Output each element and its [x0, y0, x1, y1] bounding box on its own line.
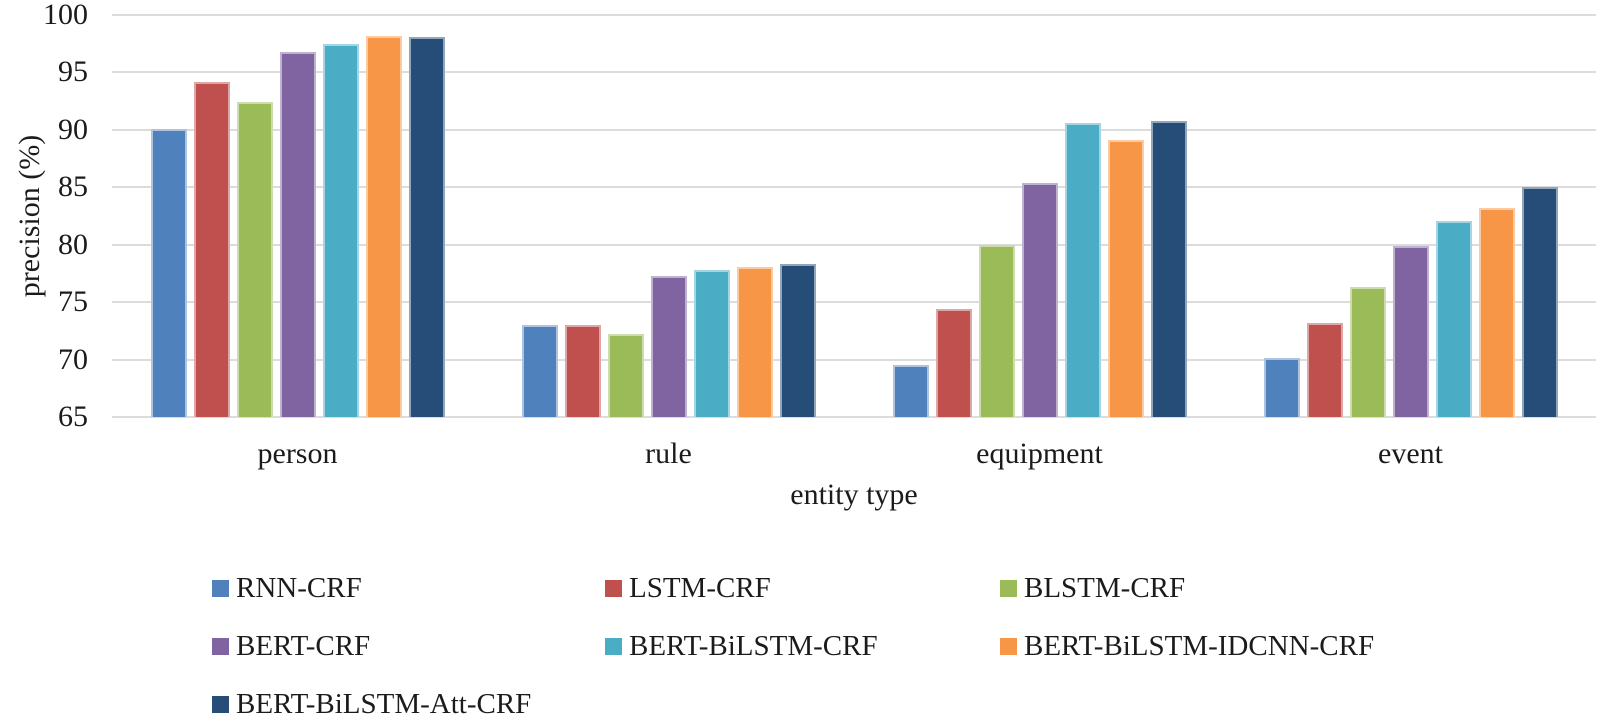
legend-swatch-icon — [212, 579, 229, 597]
y-axis-title: precision (%) — [13, 134, 46, 298]
x-tick-label-event: event — [1378, 437, 1443, 470]
y-tick-label-100: 100 — [43, 0, 88, 31]
bar-person-bert-crf — [279, 51, 316, 417]
x-axis-tick-labels: person rule equipment event — [112, 436, 1596, 472]
x-axis-title: entity type — [790, 478, 918, 511]
bar-event-bert-bilstm-crf — [1435, 220, 1472, 417]
bar-group-rule — [483, 15, 854, 417]
legend-label: RNN-CRF — [236, 571, 362, 604]
y-tick-label-95: 95 — [58, 55, 88, 89]
bar-person-lstm-crf — [193, 81, 230, 417]
y-tick-label-65: 65 — [58, 400, 88, 433]
y-tick-label-70: 70 — [58, 342, 88, 376]
bar-group-person — [112, 15, 483, 417]
bar-event-bert-crf — [1392, 245, 1429, 417]
bar-equipment-bert-bilstm-idcnn-crf — [1107, 140, 1144, 417]
legend-label: BERT-CRF — [236, 629, 371, 662]
legend-swatch-icon — [1000, 579, 1017, 597]
legend-label: BERT-BiLSTM-CRF — [629, 629, 878, 662]
legend-swatch-icon — [605, 637, 622, 655]
bar-equipment-lstm-crf — [935, 309, 972, 417]
legend: RNN-CRF LSTM-CRF BLSTM-CRF BERT-CRF BERT-BiL… — [212, 559, 1374, 717]
bar-person-blstm-crf — [236, 102, 273, 417]
legend-item-rnn-crf: RNN-CRF — [212, 559, 605, 617]
gridline-100 — [112, 14, 1596, 16]
gridline-90 — [112, 128, 1596, 131]
gridline-75 — [112, 301, 1596, 304]
legend-swatch-icon — [605, 579, 622, 597]
bar-rule-rnn-crf — [521, 325, 558, 417]
legend-item-lstm-crf: LSTM-CRF — [605, 559, 1000, 617]
gridline-95 — [112, 71, 1596, 74]
legend-item-blstm-crf: BLSTM-CRF — [1000, 559, 1374, 617]
legend-item-bert-bilstm-crf: BERT-BiLSTM-CRF — [605, 617, 1000, 675]
bar-person-bert-bilstm-att-crf — [408, 36, 445, 417]
bar-person-rnn-crf — [150, 128, 187, 417]
bar-equipment-blstm-crf — [978, 244, 1015, 417]
y-tick-label-80: 80 — [58, 227, 88, 261]
legend-label: BLSTM-CRF — [1024, 571, 1186, 604]
gridline-65 — [112, 416, 1596, 418]
bar-rule-bert-crf — [650, 275, 687, 417]
x-tick-label-equipment: equipment — [976, 437, 1103, 470]
bar-equipment-bert-crf — [1021, 182, 1058, 417]
bar-group-event — [1225, 15, 1596, 417]
bar-rule-bert-bilstm-idcnn-crf — [736, 266, 773, 417]
legend-label: LSTM-CRF — [629, 571, 771, 604]
bar-equipment-bert-bilstm-att-crf — [1150, 120, 1187, 417]
legend-item-bert-crf: BERT-CRF — [212, 617, 605, 675]
bar-event-lstm-crf — [1306, 322, 1343, 417]
bar-equipment-rnn-crf — [892, 365, 929, 417]
legend-label: BERT-BiLSTM-Att-CRF — [236, 687, 532, 717]
bar-event-bert-bilstm-att-crf — [1521, 187, 1558, 417]
legend-label: BERT-BiLSTM-IDCNN-CRF — [1024, 629, 1375, 662]
plot-area — [112, 14, 1596, 418]
bar-rule-bert-bilstm-att-crf — [779, 264, 816, 417]
y-tick-label-85: 85 — [58, 170, 88, 204]
bar-rule-blstm-crf — [607, 334, 644, 417]
legend-item-bert-bilstm-idcnn-crf: BERT-BiLSTM-IDCNN-CRF — [1000, 617, 1374, 675]
legend-swatch-icon — [212, 695, 229, 713]
x-tick-label-rule: rule — [645, 437, 692, 470]
x-tick-label-person: person — [257, 437, 338, 470]
bar-person-bert-bilstm-idcnn-crf — [365, 35, 402, 417]
legend-item-bert-bilstm-att-crf: BERT-BiLSTM-Att-CRF — [212, 675, 605, 717]
bar-rule-bert-bilstm-crf — [693, 269, 730, 417]
bar-rule-lstm-crf — [564, 325, 601, 417]
y-tick-label-90: 90 — [58, 112, 88, 146]
bar-event-bert-bilstm-idcnn-crf — [1478, 207, 1515, 417]
bar-equipment-bert-bilstm-crf — [1064, 122, 1101, 417]
bar-event-blstm-crf — [1349, 287, 1386, 417]
legend-swatch-icon — [212, 637, 229, 655]
bar-event-rnn-crf — [1263, 358, 1300, 417]
gridline-80 — [112, 243, 1596, 246]
bar-person-bert-bilstm-crf — [322, 43, 359, 417]
gridline-70 — [112, 358, 1596, 361]
gridline-85 — [112, 186, 1596, 189]
bar-group-equipment — [854, 15, 1225, 417]
legend-swatch-icon — [1000, 637, 1017, 655]
y-tick-label-75: 75 — [58, 285, 88, 319]
